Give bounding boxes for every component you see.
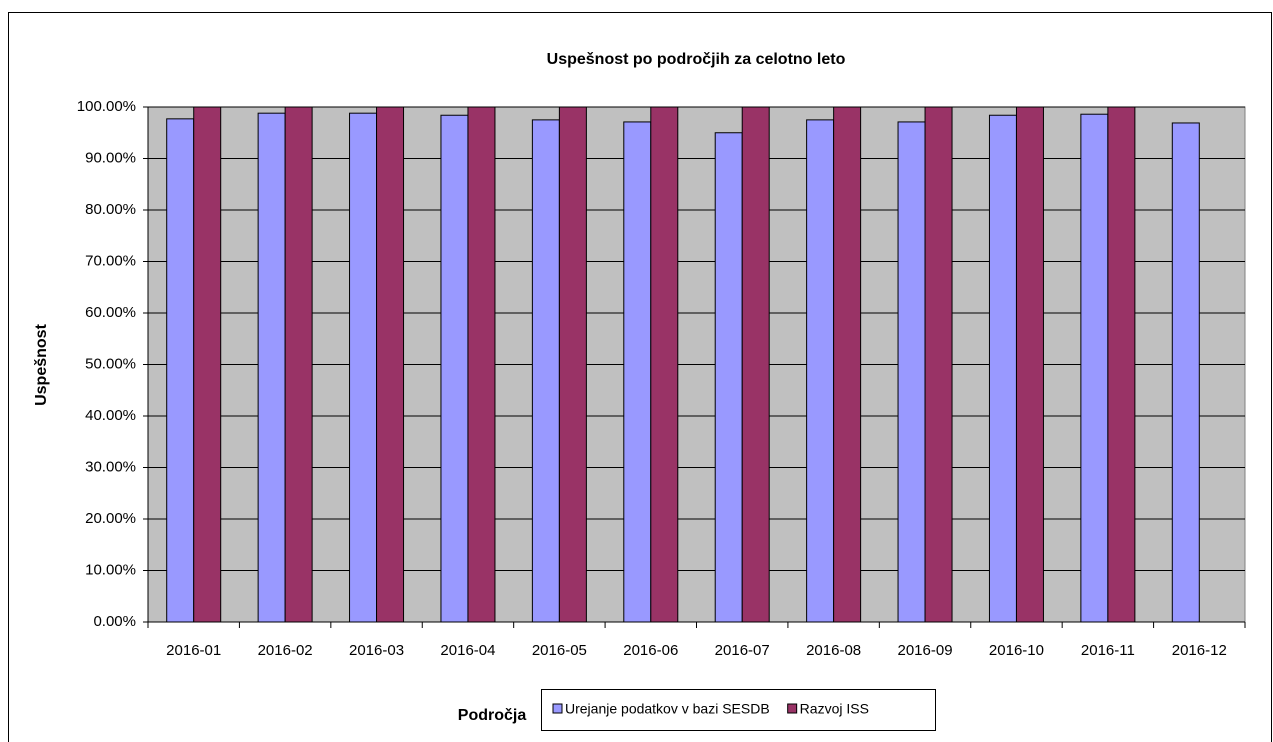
- bar: [897, 121, 926, 623]
- bar: [741, 106, 770, 623]
- legend-label: Razvoj ISS: [800, 701, 869, 717]
- x-tick-label: 2016-10: [989, 642, 1044, 659]
- chart-border: [8, 12, 1272, 742]
- y-tick-label: 90.00%: [85, 149, 136, 166]
- y-tick-label: 10.00%: [85, 561, 136, 578]
- bar: [467, 106, 496, 623]
- x-tick-label: 2016-05: [532, 642, 587, 659]
- y-tick-label: 70.00%: [85, 252, 136, 269]
- bar: [531, 119, 560, 623]
- bar: [806, 119, 835, 623]
- x-tick-label: 2016-03: [349, 642, 404, 659]
- bar: [833, 106, 862, 623]
- y-axis-title: Uspešnost: [33, 323, 50, 405]
- x-tick-label: 2016-02: [258, 642, 313, 659]
- y-tick-label: 100.00%: [77, 98, 136, 115]
- bar: [623, 121, 652, 623]
- bar: [1080, 113, 1109, 623]
- bar: [440, 114, 469, 623]
- x-tick-label: 2016-11: [1081, 642, 1135, 659]
- legend-swatch: [787, 703, 798, 714]
- y-tick-label: 80.00%: [85, 201, 136, 218]
- bar: [166, 118, 195, 623]
- bar: [1171, 122, 1200, 623]
- y-tick-label: 30.00%: [85, 458, 136, 475]
- legend-label: Urejanje podatkov v bazi SESDB: [565, 701, 770, 717]
- legend-swatch: [552, 703, 563, 714]
- y-tick-label: 20.00%: [85, 510, 136, 527]
- chart-title: Uspešnost po področjih za celotno leto: [547, 51, 846, 68]
- bar: [193, 106, 222, 623]
- x-tick-label: 2016-06: [623, 642, 678, 659]
- y-tick-label: 0.00%: [93, 613, 136, 630]
- y-tick-label: 60.00%: [85, 304, 136, 321]
- bar: [988, 114, 1017, 623]
- bar: [924, 106, 953, 623]
- bar: [284, 106, 313, 623]
- bar: [650, 106, 679, 623]
- bar: [349, 112, 378, 623]
- bar: [376, 106, 405, 623]
- x-tick-label: 2016-07: [715, 642, 770, 659]
- bar: [1015, 106, 1044, 623]
- x-tick-label: 2016-04: [440, 642, 495, 659]
- bar: [1107, 106, 1136, 623]
- x-tick-label: 2016-12: [1172, 642, 1227, 659]
- bar: [714, 132, 743, 623]
- x-tick-label: 2016-08: [806, 642, 861, 659]
- bar: [558, 106, 587, 623]
- legend-box: [541, 689, 936, 731]
- y-tick-label: 40.00%: [85, 407, 136, 424]
- x-tick-label: 2016-09: [898, 642, 953, 659]
- y-tick-label: 50.00%: [85, 355, 136, 372]
- x-axis-title: Področja: [458, 707, 527, 724]
- bar: [257, 112, 286, 623]
- x-tick-label: 2016-01: [166, 642, 221, 659]
